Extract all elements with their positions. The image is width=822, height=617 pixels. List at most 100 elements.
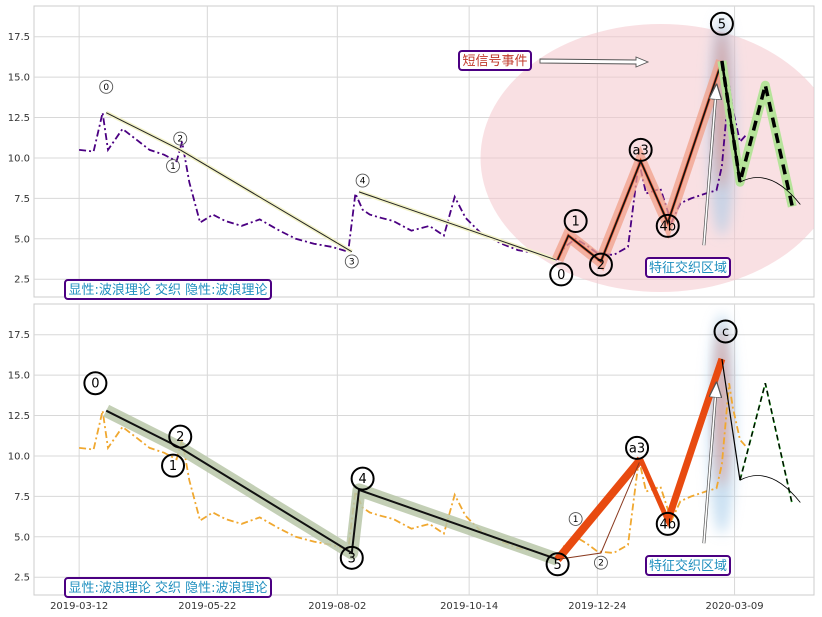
- wave-label-circle: [344, 254, 359, 269]
- x-tick-label: 2019-03-12: [50, 601, 108, 612]
- wave-label-circle: [655, 511, 680, 536]
- zone-label-text: 特征交织区域: [649, 558, 727, 574]
- wave-label-text: 3: [348, 551, 356, 566]
- wave-label-text: 3: [349, 257, 355, 267]
- price-series-line: [79, 85, 748, 261]
- peak-arrow: [703, 383, 717, 544]
- x-tick-label: 2019-08-02: [308, 601, 366, 612]
- pattern-label-box: 显性:波浪理论 交织 隐性:波浪理论: [64, 279, 272, 300]
- zone-label-box: 特征交织区域: [645, 257, 731, 278]
- y-tick-label: 12.5: [8, 113, 30, 124]
- pattern-label-border: [64, 577, 272, 598]
- x-tick-label: 2019-05-22: [178, 601, 236, 612]
- wave-label-circle: [350, 466, 375, 491]
- bottom-chart-panel: 2.5 5.0 7.5 10.0 12.5 15.0 17.5 2019-03-12 2019-…: [8, 303, 815, 612]
- y-tick-label: 5.0: [14, 532, 30, 543]
- y-tick-label: 2.5: [14, 573, 30, 584]
- x-tick-label: 2019-12-24: [568, 601, 626, 612]
- pattern-label-text: 显性:波浪理论 交织 隐性:波浪理论: [68, 580, 267, 596]
- y-tick-label: 10.0: [8, 451, 30, 462]
- wave-label-circle: [545, 552, 570, 577]
- wave-label-circle: [563, 209, 588, 234]
- wave-label-text: 4: [358, 472, 366, 487]
- y-tick-label: 2.5: [14, 275, 30, 286]
- pattern-label-text: 显性:波浪理论 交织 隐性:波浪理论: [68, 282, 267, 298]
- wave-label-circle: [628, 137, 653, 162]
- wave-label-text: 1: [170, 162, 176, 172]
- zone-label-border: [645, 555, 731, 576]
- projection-solid: [721, 358, 741, 481]
- wave-label-text: 4b: [659, 517, 676, 532]
- projection-arc: [739, 177, 801, 205]
- wave-label-text: 0: [91, 377, 99, 392]
- wave-label-circle: [161, 453, 186, 478]
- plot-content: [34, 304, 814, 595]
- y-tick-label: 12.5: [8, 411, 30, 422]
- zone-label-border: [645, 257, 731, 278]
- wave-label-circle: [713, 319, 738, 344]
- wave-label-circle: [655, 213, 680, 238]
- pattern-label-box: 显性:波浪理论 交织 隐性:波浪理论: [64, 577, 272, 598]
- y-tick-label: 15.0: [8, 371, 30, 382]
- signal-label-box: 短信号事件: [458, 50, 532, 71]
- y-tick-label: 17.5: [8, 330, 30, 341]
- y-tick-label: 10.0: [8, 153, 30, 164]
- wave-line: [358, 191, 556, 261]
- wave-label-circle: [339, 545, 364, 570]
- y-tick-label: 7.5: [14, 492, 30, 503]
- wave-label-text: 4b: [659, 219, 676, 234]
- y-tick-label: 5.0: [14, 234, 30, 245]
- projection-solid: [720, 60, 742, 183]
- y-tick-label: 7.5: [14, 194, 30, 205]
- wave-label-circle: [625, 435, 650, 460]
- sub-wave-line: [557, 459, 642, 560]
- wave-label-text: 1: [573, 515, 579, 525]
- wave-label-text: 2: [598, 559, 604, 569]
- wave-label-text: 0: [557, 268, 565, 283]
- y-tick-label: 17.5: [8, 32, 30, 43]
- wave-label-text: 1: [572, 215, 580, 230]
- projection-arc: [739, 475, 801, 503]
- wave-line: [105, 112, 181, 151]
- wave-label-circle: [549, 262, 574, 287]
- wave-label-text: a3: [633, 143, 649, 158]
- wave-label-circle: [593, 555, 608, 570]
- wave-label-text: 5: [718, 17, 726, 32]
- wave-label-text: c: [722, 325, 729, 340]
- wave-label-text: 5: [553, 558, 561, 573]
- wave-label-text: 1: [169, 459, 177, 474]
- wave-label-text: 2: [597, 258, 605, 273]
- pattern-label-border: [64, 279, 272, 300]
- impulse-wave-black: [556, 60, 723, 263]
- impulse-wave-orange: [554, 456, 644, 562]
- price-series-line: [79, 383, 748, 559]
- plot-area: [33, 303, 815, 596]
- wave-label-text: 0: [103, 83, 109, 93]
- top-chart-panel: 2.5 5.0 7.5 10.0 12.5 15.0 17.5 0 2 1 4 3 1 2 0 a3 4b 5 显性…: [8, 5, 815, 300]
- x-tick-label: 2020-03-09: [705, 601, 763, 612]
- wave-label-text: a3: [629, 441, 645, 456]
- peak-arrow: [703, 85, 717, 246]
- wave-label-circle: [99, 79, 114, 94]
- wave-label-circle: [83, 371, 108, 396]
- wave-line: [105, 409, 558, 561]
- y-tick-label: 15.0: [8, 73, 30, 84]
- wave-label-circle: [168, 424, 193, 449]
- wave-label-circle: [568, 512, 583, 526]
- signal-label-border: [458, 50, 532, 71]
- signal-arrow: [539, 56, 650, 68]
- zone-label-box: 特征交织区域: [645, 555, 731, 576]
- projection-dashed: [739, 383, 793, 505]
- wave-label-circle: [588, 252, 613, 277]
- signal-label-text: 短信号事件: [462, 54, 527, 69]
- wave-line: [180, 149, 353, 253]
- wave-label-circle: [355, 173, 370, 188]
- x-tick-label: 2019-10-14: [440, 601, 498, 612]
- zone-label-text: 特征交织区域: [649, 260, 727, 276]
- wave-label-circle: [166, 159, 180, 174]
- wave-label-text: 2: [177, 135, 183, 145]
- wave-label-circle: [173, 131, 188, 146]
- wave-label-circle: [709, 11, 734, 36]
- wave-label-text: 4: [360, 177, 366, 187]
